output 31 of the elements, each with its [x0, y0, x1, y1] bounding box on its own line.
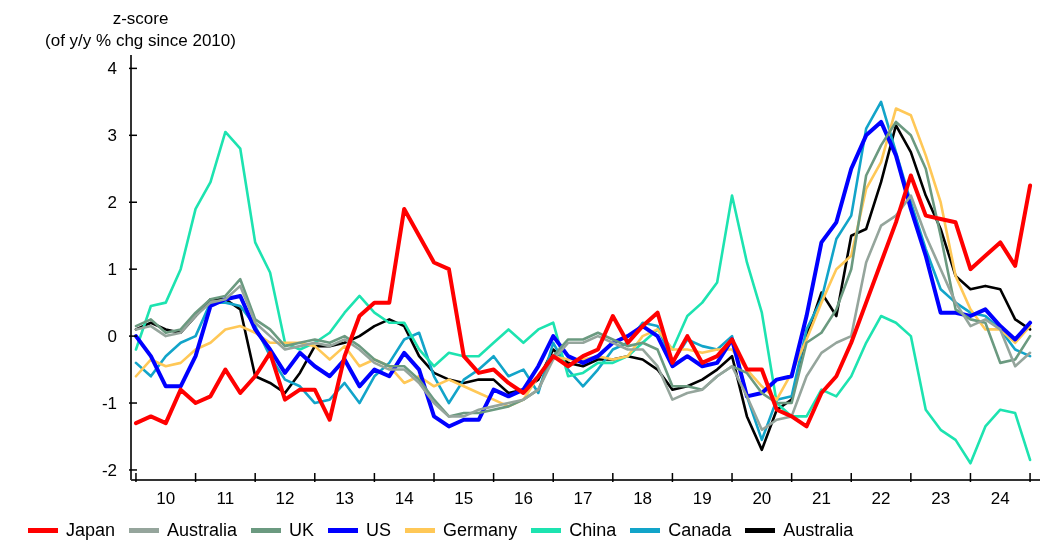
x-tick-label: 11	[216, 489, 235, 508]
y-tick-label: 2	[107, 193, 117, 213]
x-tick-label: 22	[871, 489, 891, 508]
legend-label: Australia	[167, 520, 238, 541]
x-tick-label: 14	[394, 489, 414, 508]
legend-label: UK	[289, 520, 315, 541]
legend-label: Australia	[783, 520, 854, 541]
y-tick-label: 1	[107, 260, 117, 280]
x-tick-label: 12	[275, 489, 295, 508]
y-tick-label: 4	[107, 59, 117, 79]
legend-label: Japan	[66, 520, 116, 541]
x-tick-label: 19	[692, 489, 712, 508]
x-tick-label: 18	[633, 489, 653, 508]
legend-label: China	[569, 520, 617, 541]
legend-label: US	[366, 520, 392, 541]
x-tick-label: 23	[931, 489, 951, 508]
x-tick-label: 20	[752, 489, 772, 508]
legend-label: Germany	[443, 520, 518, 541]
y-tick-label: -1	[101, 394, 117, 414]
x-tick-label: 15	[454, 489, 474, 508]
x-tick-label: 24	[990, 489, 1010, 508]
x-tick-label: 10	[156, 489, 176, 508]
x-tick-label: 13	[335, 489, 355, 508]
legend-label: Canada	[668, 520, 732, 541]
x-tick-label: 16	[513, 489, 533, 508]
y-tick-label: -2	[101, 460, 117, 480]
x-tick-label: 17	[573, 489, 593, 508]
y-tick-label: 3	[107, 126, 117, 146]
y-tick-label: 0	[107, 327, 117, 347]
y-axis-title: z-score (of y/y % chg since 2010)	[44, 8, 237, 52]
x-tick-label: 21	[811, 489, 831, 508]
